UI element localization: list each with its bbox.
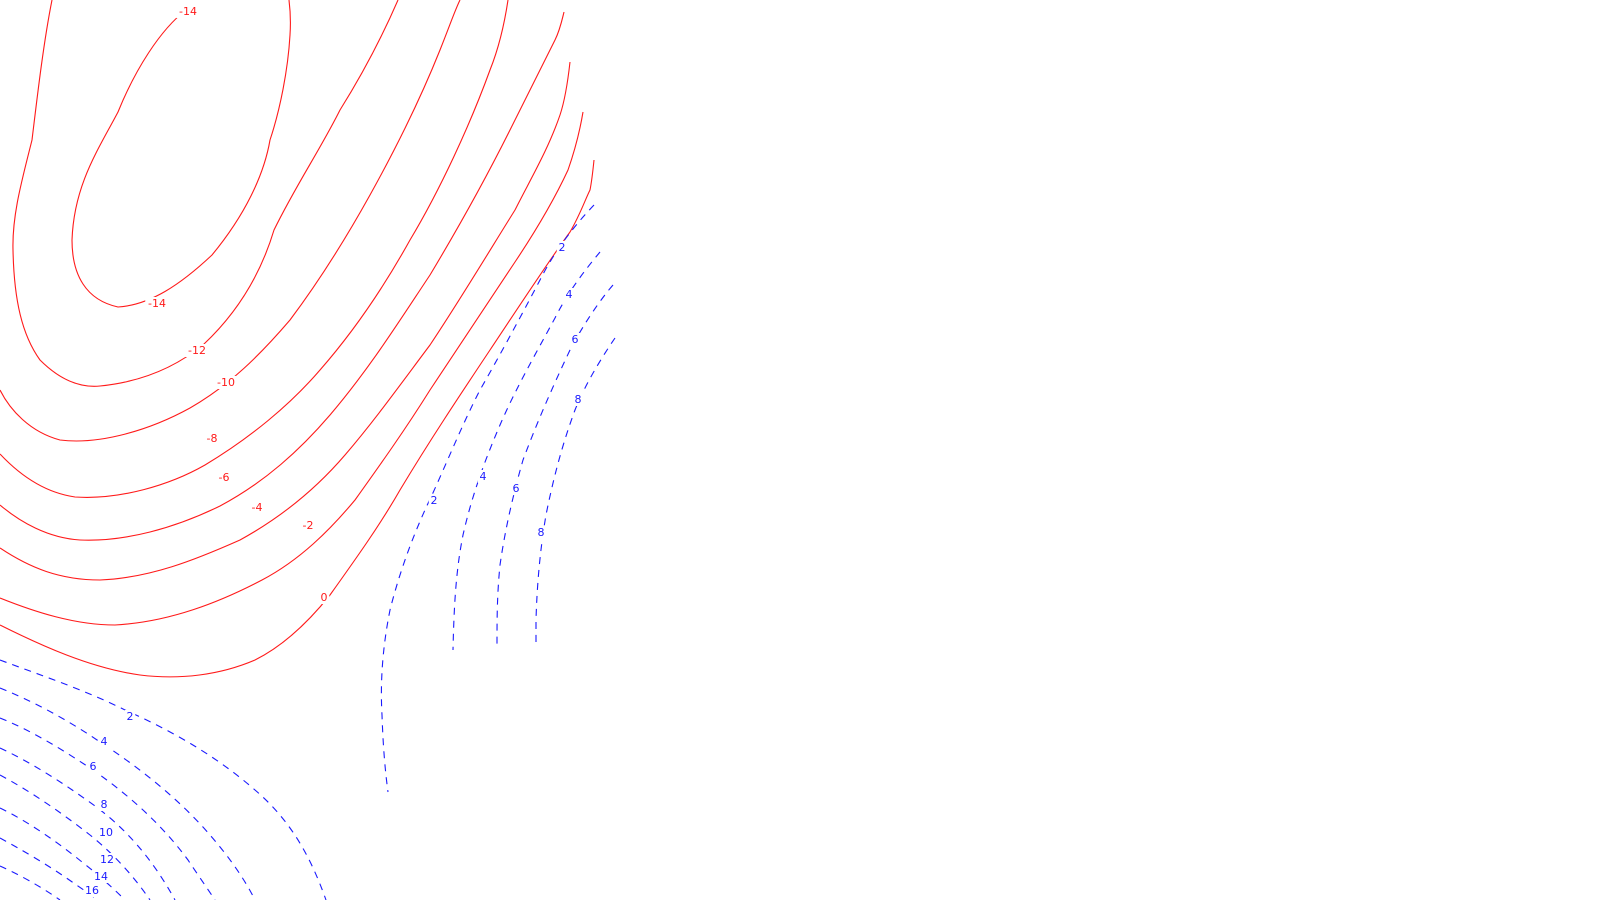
contour-label-bg (83, 884, 101, 897)
contour-label-bg (299, 519, 317, 532)
contour-label-bg (428, 494, 440, 507)
contour-labels: -14-14-12-10-8-6-4-202468246824681012141… (83, 5, 584, 897)
contour-label-bg (215, 471, 233, 484)
contour-label-bg (214, 376, 238, 389)
contour-label-bg (145, 297, 169, 310)
contour-label-6: 6 (513, 482, 520, 495)
contour-label-bg (98, 735, 110, 748)
contour-label-bg (98, 798, 110, 811)
contour-line-neg4-5 (0, 61, 571, 581)
contour-line-neg14-0 (71, 0, 291, 308)
contour-line-pos6-10 (496, 284, 614, 646)
contour-line-neg8-3 (0, 0, 509, 498)
contour-label-2: 2 (431, 494, 438, 507)
contour-label-bg (185, 344, 209, 357)
contour-label-2: 2 (559, 241, 566, 254)
contour-label-4: 4 (566, 288, 573, 301)
contour-label-neg4: -4 (252, 501, 263, 514)
contour-line-neg6-4 (0, 11, 565, 541)
contour-label-8: 8 (538, 526, 545, 539)
contour-line-pos8-15 (0, 747, 176, 900)
contour-line-pos0-7 (0, 159, 595, 678)
contour-label-neg14: -14 (179, 5, 197, 18)
contour-label-10: 10 (99, 826, 113, 839)
contour-line-neg10-2 (0, 0, 461, 442)
contour-line-pos2-8 (380, 204, 595, 793)
contour-label-bg (556, 241, 568, 254)
contour-label-14: 14 (94, 870, 108, 883)
contour-label-neg2: -2 (303, 519, 314, 532)
contour-label-8: 8 (575, 393, 582, 406)
contour-line-pos8-11 (535, 337, 616, 645)
contour-label-12: 12 (100, 853, 114, 866)
contour-label-neg10: -10 (217, 376, 235, 389)
contour-label-neg12: -12 (188, 344, 206, 357)
contour-line-pos2-12 (0, 659, 327, 900)
contour-label-bg (97, 826, 115, 839)
contour-label-bg (98, 853, 116, 866)
contour-line-pos4-9 (452, 251, 601, 651)
contour-label-bg (124, 710, 136, 723)
contour-line-neg12-1 (12, 0, 399, 387)
contour-label-neg8: -8 (207, 432, 218, 445)
contour-label-6: 6 (572, 333, 579, 346)
contour-label-bg (87, 760, 99, 773)
contour-label-2: 2 (127, 710, 134, 723)
contour-label-6: 6 (90, 760, 97, 773)
contour-label-4: 4 (101, 735, 108, 748)
contour-label-0: 0 (321, 591, 328, 604)
contour-line-pos4-13 (0, 687, 256, 900)
contour-label-bg (569, 333, 581, 346)
contour-label-bg (477, 470, 489, 483)
contour-label-bg (92, 870, 110, 883)
contour-line-pos16-19 (0, 865, 61, 900)
contour-label-8: 8 (101, 798, 108, 811)
contour-label-neg6: -6 (219, 471, 230, 484)
contour-line-pos14-18 (0, 837, 99, 900)
contour-label-neg14: -14 (148, 297, 166, 310)
contour-label-bg (318, 591, 330, 604)
contour-line-pos10-16 (0, 774, 151, 900)
contour-label-bg (176, 5, 200, 18)
contour-label-bg (563, 288, 575, 301)
contour-line-neg2-6 (0, 111, 584, 626)
contour-label-bg (248, 501, 266, 514)
contour-label-bg (572, 393, 584, 406)
contour-label-bg (510, 482, 522, 495)
contour-label-16: 16 (85, 884, 99, 897)
contour-label-bg (535, 526, 547, 539)
contour-label-bg (203, 432, 221, 445)
contour-label-4: 4 (480, 470, 487, 483)
